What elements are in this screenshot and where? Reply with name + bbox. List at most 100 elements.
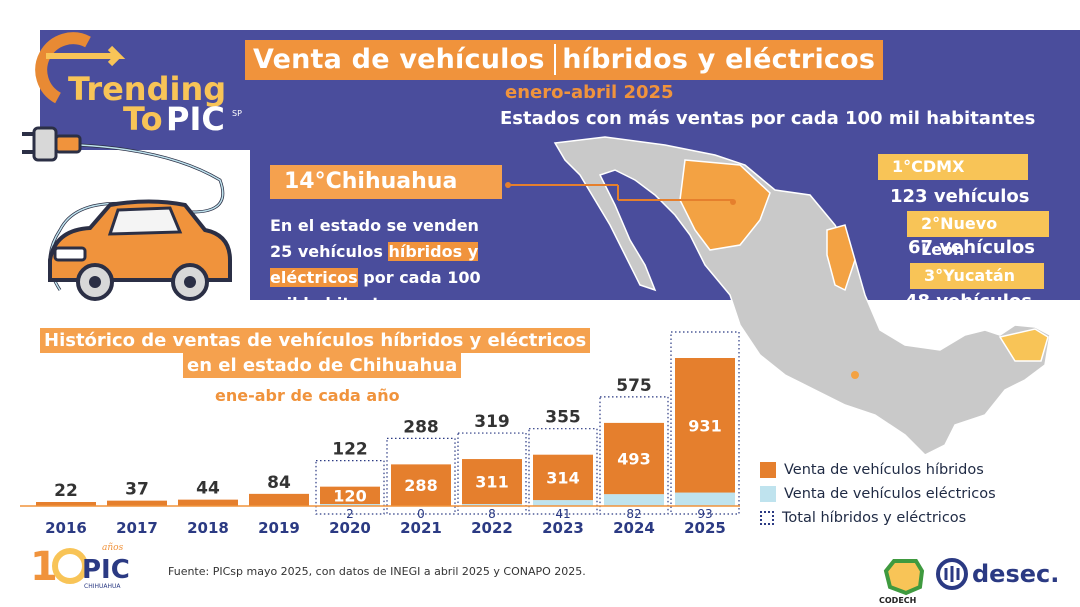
legend-electric: Venta de vehículos eléctricos xyxy=(760,482,996,506)
bar-total-box-2022 xyxy=(457,432,527,515)
chih-text-c: híbridos y xyxy=(388,242,479,261)
chih-text-f: mil habitantes. xyxy=(270,294,407,313)
total-label-2021: 288 xyxy=(403,417,439,437)
hybrid-label-2023: 314 xyxy=(546,468,579,487)
rank-1-label: 1°CDMX xyxy=(878,154,1028,180)
rank-3-value: 48 vehículos xyxy=(905,291,1032,312)
rank-2-value: 67 vehículos xyxy=(908,237,1035,258)
title-part1: Venta de vehículos xyxy=(253,44,545,75)
tick-label-2016: 2016 xyxy=(45,519,87,537)
bar-hybrid-2016 xyxy=(36,502,96,506)
total-label-2020: 122 xyxy=(332,440,368,460)
history-title-line1: Histórico de ventas de vehículos híbrido… xyxy=(40,328,591,353)
bar-hybrid-2025 xyxy=(675,358,735,493)
map-chihuahua xyxy=(679,159,771,251)
bar-electric-2024 xyxy=(604,494,664,506)
pic10-sub: CHIHUAHUA xyxy=(84,583,121,590)
history-title: Histórico de ventas de vehículos híbrido… xyxy=(40,328,591,378)
total-label-2018: 44 xyxy=(196,479,220,499)
hybrid-label-2021: 288 xyxy=(404,476,437,495)
bar-hybrid-2017 xyxy=(107,500,167,506)
hybrid-label-2025: 931 xyxy=(688,416,721,435)
bar-total-box-2020 xyxy=(315,460,385,515)
history-title-line2: en el estado de Chihuahua xyxy=(183,353,462,378)
states-heading: Estados con más ventas por cada 100 mil … xyxy=(500,108,1036,129)
bar-total-box-2025 xyxy=(670,331,740,515)
electric-car-illustration xyxy=(20,110,250,314)
total-label-2022: 319 xyxy=(474,412,510,432)
period-subtitle: enero-abril 2025 xyxy=(505,82,674,103)
mexico-map xyxy=(545,125,1070,474)
trending-line2b: PIC xyxy=(166,100,225,138)
tick-label-2022: 2022 xyxy=(471,519,513,537)
trending-topic-logo: Trending To PIC SP xyxy=(18,30,248,144)
hybrid-label-2024: 493 xyxy=(617,450,650,469)
rank-3-label: 3°Yucatán xyxy=(910,263,1044,289)
bar-hybrid-2024 xyxy=(604,422,664,495)
electric-label-2023: 41 xyxy=(555,507,570,521)
plug-icon xyxy=(22,126,82,162)
chihuahua-description: En el estado se venden 25 vehículos híbr… xyxy=(270,213,520,317)
desec-logo: desec. xyxy=(936,558,1059,590)
rank-1-value: 123 vehículos xyxy=(890,186,1030,207)
map-nuevo-leon xyxy=(826,224,856,292)
pic10-brand: PIC xyxy=(82,555,130,585)
total-label-2019: 84 xyxy=(267,473,291,493)
bar-electric-2023 xyxy=(533,500,593,506)
tick-label-2018: 2018 xyxy=(187,519,229,537)
electric-label-2022: 8 xyxy=(488,507,496,521)
trending-sp: SP xyxy=(232,109,242,118)
rank-2-label: 2°Nuevo León xyxy=(907,211,1049,259)
legend-electric-swatch xyxy=(760,486,776,502)
pic10-years: años xyxy=(102,543,124,553)
history-subtitle: ene-abr de cada año xyxy=(215,386,400,405)
tick-label-2020: 2020 xyxy=(329,519,371,537)
bar-hybrid-2019 xyxy=(249,493,309,506)
bar-hybrid-2021 xyxy=(391,464,451,506)
tick-label-2021: 2021 xyxy=(400,519,442,537)
bar-hybrid-2018 xyxy=(178,499,238,506)
bar-hybrid-2023 xyxy=(533,454,593,501)
trending-line1: Trending xyxy=(68,70,226,108)
codech-logo: CODECH xyxy=(876,557,936,607)
map-cdmx xyxy=(851,371,859,379)
bar-electric-2025 xyxy=(675,492,735,506)
chihuahua-rank-label: 14°Chihuahua xyxy=(270,165,502,199)
total-label-2017: 37 xyxy=(125,480,149,500)
bar-hybrid-2022 xyxy=(462,459,522,504)
total-label-2016: 22 xyxy=(54,481,78,501)
legend-total-label: Total híbridos y eléctricos xyxy=(782,510,967,526)
legend-total-swatch xyxy=(760,511,774,525)
pic-10-years-logo: 1 PIC años CHIHUAHUA xyxy=(30,540,155,594)
electric-label-2020: 2 xyxy=(346,507,354,521)
chih-text-e: por cada 100 xyxy=(363,268,481,287)
callout-line xyxy=(505,182,733,201)
total-label-2023: 355 xyxy=(545,408,581,428)
legend-hybrid: Venta de vehículos híbridos xyxy=(760,458,996,482)
total-label-2025: 1,024 xyxy=(678,330,732,331)
car-icon xyxy=(48,199,232,301)
desec-icon xyxy=(936,558,968,590)
bar-electric-2020 xyxy=(320,504,380,506)
desec-text: desec. xyxy=(972,560,1060,588)
legend-hybrid-label: Venta de vehículos híbridos xyxy=(784,462,984,478)
legend-electric-label: Venta de vehículos eléctricos xyxy=(784,486,996,502)
chih-text-d: eléctricos xyxy=(270,268,358,287)
hybrid-label-2020: 120 xyxy=(333,486,366,505)
trending-line2: To xyxy=(123,100,163,138)
legend-total: Total híbridos y eléctricos xyxy=(760,506,996,530)
tick-label-2024: 2024 xyxy=(613,519,655,537)
chart-legend: Venta de vehículos híbridos Venta de veh… xyxy=(760,458,996,530)
title-part2: híbridos y eléctricos xyxy=(554,44,876,75)
total-label-2024: 575 xyxy=(616,376,652,396)
tick-label-2019: 2019 xyxy=(258,519,300,537)
tick-label-2025: 2025 xyxy=(684,519,726,537)
bar-electric-2022 xyxy=(462,504,522,506)
bar-hybrid-2020 xyxy=(320,486,380,504)
tick-label-2023: 2023 xyxy=(542,519,584,537)
legend-hybrid-swatch xyxy=(760,462,776,478)
electric-label-2021: 0 xyxy=(417,507,425,521)
electric-label-2025: 93 xyxy=(697,507,712,521)
